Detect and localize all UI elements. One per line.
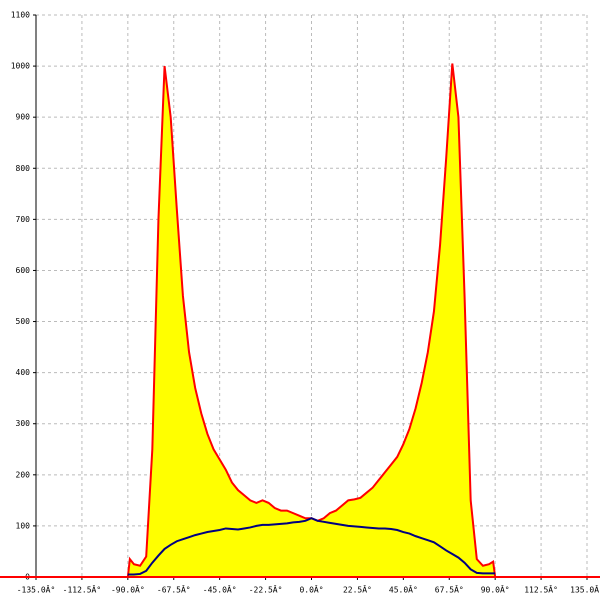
x-tick-label: -112.5Â°	[63, 584, 102, 595]
y-tick-label: 800	[16, 164, 31, 173]
x-tick-label: -90.0Â°	[111, 584, 145, 595]
x-tick-label: -22.5Â°	[249, 584, 283, 595]
x-tick-label: 0.0Â°	[299, 584, 323, 595]
x-tick-label: -135.0Â°	[17, 584, 56, 595]
area-series	[36, 63, 587, 578]
x-tick-label: 112.5Â°	[524, 584, 558, 595]
x-tick-label: 22.5Â°	[343, 584, 372, 595]
x-tick-label: -45.0Â°	[203, 584, 237, 595]
x-tick-label: 45.0Â°	[389, 584, 418, 595]
y-tick-label: 600	[16, 266, 31, 275]
y-tick-label: 700	[16, 215, 31, 224]
x-tick-label: 67.5Â°	[435, 584, 464, 595]
y-tick-label: 200	[16, 470, 31, 479]
y-tick-label: 900	[16, 113, 31, 122]
y-tick-label: 400	[16, 368, 31, 377]
y-tick-label: 500	[16, 317, 31, 326]
y-tick-label: 1000	[11, 62, 30, 71]
x-tick-label: 135.0Â°	[570, 584, 600, 595]
y-tick-label: 300	[16, 419, 31, 428]
line-series	[127, 517, 496, 576]
x-tick-label: 90.0Â°	[481, 584, 510, 595]
x-tick-label: -67.5Â°	[157, 584, 191, 595]
y-tick-label: 100	[16, 521, 31, 530]
y-tick-label: 1100	[11, 11, 30, 20]
